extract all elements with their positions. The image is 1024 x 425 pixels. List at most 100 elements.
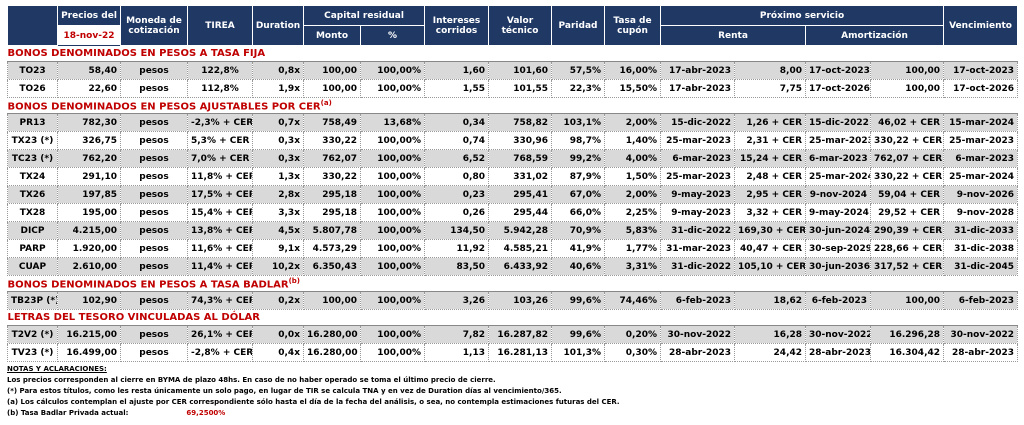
cell: 1,9x bbox=[252, 79, 304, 98]
cell: 782,30 bbox=[57, 113, 121, 132]
cell: pesos bbox=[120, 203, 188, 222]
cell: 31-dic-2022 bbox=[660, 257, 736, 276]
section-title: BONOS DENOMINADOS EN PESOS A TASA BADLAR… bbox=[7, 275, 1018, 292]
header-cell: TIREA bbox=[187, 5, 253, 46]
table-wrap: Precios del Moneda de cotización TIREA D… bbox=[7, 5, 1019, 362]
cell: 30-jun-2036 bbox=[805, 257, 872, 276]
cell: pesos bbox=[120, 257, 188, 276]
cell: 15,50% bbox=[604, 79, 662, 98]
cell: 2,00% bbox=[604, 185, 662, 204]
cell: 16.281,13 bbox=[488, 343, 553, 362]
cell: 1,40% bbox=[604, 131, 662, 150]
cell: 295,18 bbox=[303, 203, 361, 222]
cell: 30-jun-2024 bbox=[805, 221, 872, 240]
header-cell: Renta bbox=[660, 25, 807, 46]
section-note: (a) bbox=[320, 98, 332, 107]
cell: 6-mar-2023 bbox=[660, 149, 736, 168]
cell: 17-oct-2023 bbox=[943, 61, 1019, 80]
cell: 0,80 bbox=[424, 167, 490, 186]
bond-table: Precios del Moneda de cotización TIREA D… bbox=[7, 5, 1019, 362]
cell: 16.280,00 bbox=[303, 325, 361, 344]
cell: 30-nov-2022 bbox=[943, 325, 1019, 344]
cell: 0,74 bbox=[424, 131, 490, 150]
cell: 6-feb-2023 bbox=[805, 291, 872, 310]
data-row: TO26 22,60 pesos 112,8% 1,9x 100,00 100,00% 1,5… bbox=[7, 79, 1019, 98]
cell: 100,00% bbox=[359, 203, 426, 222]
cell: 7,0% + CER bbox=[187, 149, 253, 168]
cell: 6-mar-2023 bbox=[805, 149, 872, 168]
table-header: Precios del Moneda de cotización TIREA D… bbox=[7, 5, 1019, 46]
cell: 31-dic-2045 bbox=[943, 257, 1019, 276]
cell: 67,0% bbox=[551, 185, 606, 204]
cell: pesos bbox=[120, 343, 188, 362]
data-row: T2V2 (*) 16.215,00 pesos 26,1% + CER 0,0x 16.… bbox=[7, 325, 1019, 344]
cell: 17-oct-2026 bbox=[943, 79, 1019, 98]
cell: 2.610,00 bbox=[57, 257, 121, 276]
cell: 228,66 + CER bbox=[870, 239, 945, 258]
cell: TX24 bbox=[7, 167, 58, 186]
cell: 16,28 bbox=[734, 325, 807, 344]
header-cell: Tasa de cupón bbox=[604, 5, 662, 46]
cell: 0,30% bbox=[604, 343, 662, 362]
cell: 100,00 bbox=[870, 291, 945, 310]
section-title-text: LETRAS DEL TESORO VINCULADAS AL DÓLAR bbox=[7, 312, 261, 323]
header-cell: Monto bbox=[303, 25, 361, 46]
cell: 2,31 + CER bbox=[734, 131, 807, 150]
cell: 103,1% bbox=[551, 113, 606, 132]
cell: 4,00% bbox=[604, 149, 662, 168]
cell: 195,00 bbox=[57, 203, 121, 222]
cell: 22,3% bbox=[551, 79, 606, 98]
cell: pesos bbox=[120, 167, 188, 186]
cell: 16.215,00 bbox=[57, 325, 121, 344]
section-row: BONOS DENOMINADOS EN PESOS A TASA FIJA bbox=[7, 45, 1018, 62]
cell: 762,20 bbox=[57, 149, 121, 168]
section-title-text: BONOS DENOMINADOS EN PESOS A TASA FIJA bbox=[7, 48, 266, 59]
badlar-label: (b) Tasa Badlar Privada actual: bbox=[7, 409, 129, 417]
badlar-line: (b) Tasa Badlar Privada actual: 69,2500% bbox=[7, 408, 620, 419]
header-cell: Precios del bbox=[57, 5, 121, 26]
cell: 0,34 bbox=[424, 113, 490, 132]
section-title-text: BONOS DENOMINADOS EN PESOS A TASA BADLAR bbox=[7, 279, 289, 291]
cell: 134,50 bbox=[424, 221, 490, 240]
note-line: (*) Para estos títulos, como les resta ú… bbox=[7, 387, 562, 395]
data-row: TX24 291,10 pesos 11,8% + CER 1,3x 330,22 100,… bbox=[7, 167, 1019, 186]
cell: 100,00% bbox=[359, 61, 426, 80]
cell: 58,40 bbox=[57, 61, 121, 80]
header-cell: Amortización bbox=[805, 25, 945, 46]
cell: 3,31% bbox=[604, 257, 662, 276]
cell: pesos bbox=[120, 221, 188, 240]
section-title: LETRAS DEL TESORO VINCULADAS AL DÓLAR bbox=[7, 309, 1018, 326]
cell: 26,1% + CER bbox=[187, 325, 253, 344]
cell: 2,8x bbox=[252, 185, 304, 204]
cell: CUAP bbox=[7, 257, 58, 276]
cell: 6.433,92 bbox=[488, 257, 553, 276]
header-cell: % bbox=[359, 25, 426, 46]
cell: 0,23 bbox=[424, 185, 490, 204]
cell: 30-nov-2022 bbox=[805, 325, 872, 344]
section-note: (b) bbox=[288, 276, 300, 285]
cell: 15-mar-2024 bbox=[943, 113, 1019, 132]
cell: 8,00 bbox=[734, 61, 807, 80]
cell: 5.807,78 bbox=[303, 221, 361, 240]
cell: 0,3x bbox=[252, 149, 304, 168]
cell: 16.296,28 bbox=[870, 325, 945, 344]
cell: 24,42 bbox=[734, 343, 807, 362]
cell: 0,3x bbox=[252, 131, 304, 150]
cell: 9-nov-2028 bbox=[943, 203, 1019, 222]
cell: 16,00% bbox=[604, 61, 662, 80]
cell: 29,52 + CER bbox=[870, 203, 945, 222]
cell: 295,18 bbox=[303, 185, 361, 204]
cell: 13,8% + CER bbox=[187, 221, 253, 240]
cell: 5.942,28 bbox=[488, 221, 553, 240]
cell: 17,5% + CER bbox=[187, 185, 253, 204]
cell: 2,95 + CER bbox=[734, 185, 807, 204]
cell: 31-dic-2033 bbox=[943, 221, 1019, 240]
header-cell: Duration bbox=[252, 5, 304, 46]
cell: 7,82 bbox=[424, 325, 490, 344]
cell: 40,47 + CER bbox=[734, 239, 807, 258]
cell: 1,77% bbox=[604, 239, 662, 258]
cell: 101,3% bbox=[551, 343, 606, 362]
cell: 5,3% + CER bbox=[187, 131, 253, 150]
cell: 25-mar-2023 bbox=[943, 131, 1019, 150]
cell: 9-may-2023 bbox=[660, 185, 736, 204]
